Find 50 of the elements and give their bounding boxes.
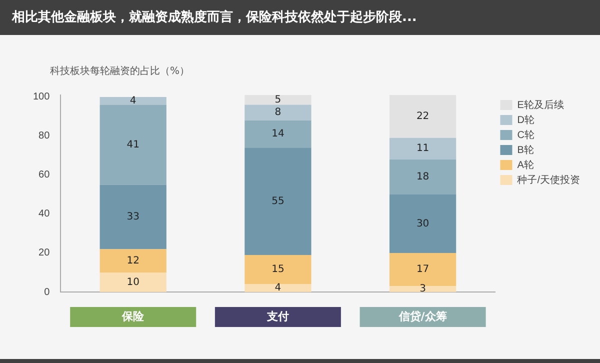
- legend-label: C轮: [517, 128, 534, 141]
- bar: [100, 104, 166, 185]
- bar: [389, 95, 456, 138]
- y-tick-label: 100: [32, 92, 50, 103]
- bar: [244, 254, 312, 284]
- data-label: 15: [272, 264, 284, 276]
- x-tick-label: 信贷/众筹: [398, 310, 447, 323]
- data-label: 11: [416, 143, 430, 154]
- chart-title: 相比其他金融板块，就融资成熟度而言，保险科技依然处于起步阶段...: [0, 0, 600, 35]
- legend-label: D轮: [517, 114, 534, 126]
- bar: [389, 286, 456, 292]
- data-label: 41: [126, 139, 140, 150]
- bar: [244, 120, 312, 148]
- y-tick-label: 40: [38, 208, 50, 220]
- data-label: 17: [416, 264, 430, 276]
- data-label: 22: [416, 111, 430, 122]
- data-label: 10: [126, 276, 140, 288]
- data-label: 18: [416, 172, 430, 183]
- x-tick-label: 支付: [266, 310, 289, 323]
- bar: [389, 194, 456, 253]
- data-label: 8: [274, 107, 282, 118]
- legend-label: A轮: [517, 158, 534, 171]
- data-label: 5: [274, 94, 282, 106]
- bar: [100, 184, 166, 250]
- bar: [244, 104, 312, 120]
- bar: [100, 96, 166, 105]
- bar: [389, 159, 456, 194]
- bar: [244, 284, 312, 292]
- legend-label: E轮及后续: [517, 98, 564, 111]
- legend-label: B轮: [517, 144, 534, 156]
- y-tick-label: 80: [38, 130, 50, 142]
- bar: [100, 272, 166, 292]
- data-label: 30: [416, 218, 430, 230]
- data-label: 3: [420, 284, 426, 295]
- x-tick-label: 保险: [121, 310, 146, 323]
- y-tick-label: 20: [38, 248, 50, 259]
- y-axis-title: 科技板块每轮融资的占比（%）: [50, 64, 190, 78]
- data-label: 4: [130, 95, 136, 106]
- y-tick-label: 60: [38, 170, 50, 181]
- bar: [389, 138, 456, 160]
- bar: [244, 148, 312, 255]
- data-label: 33: [126, 212, 140, 222]
- bar: [244, 95, 312, 105]
- data-label: 12: [126, 255, 140, 266]
- y-tick-label: 0: [44, 286, 50, 298]
- legend-label: 种子/天使投资: [517, 174, 580, 186]
- data-label: 14: [272, 128, 284, 140]
- data-label: 55: [272, 196, 284, 207]
- data-label: 4: [274, 282, 282, 294]
- bar: [100, 249, 166, 272]
